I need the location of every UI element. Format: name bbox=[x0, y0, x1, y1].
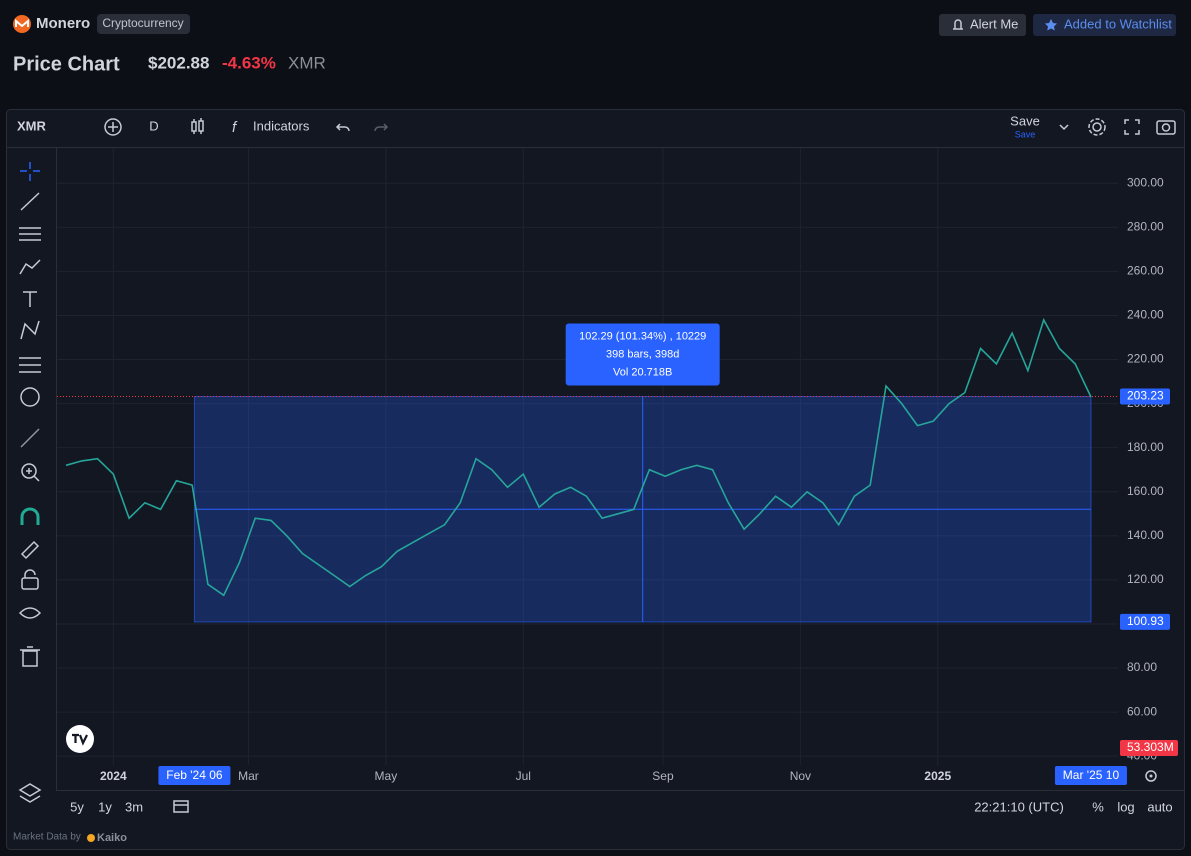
star-icon bbox=[1045, 19, 1057, 31]
x-tick-label: May bbox=[375, 769, 398, 783]
y-tick-label: 180.00 bbox=[1127, 440, 1164, 454]
y-tick-label: 300.00 bbox=[1127, 175, 1164, 189]
text-tool[interactable] bbox=[23, 291, 37, 307]
brand: Monero bbox=[36, 15, 90, 32]
indicators-button[interactable]: Indicators bbox=[253, 118, 310, 133]
delete-tool[interactable] bbox=[20, 646, 40, 667]
y-tick-label: 220.00 bbox=[1127, 352, 1164, 366]
crosshair-tool[interactable] bbox=[20, 162, 40, 181]
measure-info-bg bbox=[565, 323, 720, 386]
chart-widget bbox=[6, 109, 1185, 850]
hide-tool[interactable] bbox=[18, 607, 42, 619]
volume-label: 53.303M bbox=[1127, 740, 1174, 754]
save-menu[interactable] bbox=[1059, 124, 1069, 131]
goto-date-button[interactable] bbox=[173, 800, 189, 813]
y-tick-label: 160.00 bbox=[1127, 484, 1164, 498]
price: $202.88 bbox=[148, 53, 209, 72]
provider: Kaiko bbox=[97, 832, 127, 844]
trendline-tool[interactable] bbox=[20, 192, 40, 211]
time-axis-label: Mar '25 10 bbox=[1063, 768, 1120, 782]
alert-button-bg[interactable] bbox=[939, 14, 1026, 36]
drawing-tools[interactable] bbox=[18, 162, 42, 803]
zoom-tool[interactable] bbox=[21, 463, 40, 482]
time-axis-label-bg bbox=[158, 766, 231, 785]
ruler-tool[interactable] bbox=[20, 428, 40, 448]
lock-tool[interactable] bbox=[21, 569, 39, 590]
price-axis-label: 100.93 bbox=[1127, 614, 1164, 628]
alert-button[interactable]: Alert Me bbox=[939, 14, 1026, 36]
fib-tool[interactable] bbox=[19, 227, 41, 241]
log-toggle[interactable]: log bbox=[1117, 799, 1134, 814]
y-tick-label: 240.00 bbox=[1127, 308, 1164, 322]
price-axis-label-bg bbox=[1120, 388, 1170, 405]
interval[interactable]: D bbox=[149, 118, 158, 133]
volume-label-bg bbox=[1120, 740, 1178, 756]
fx-icon[interactable]: f bbox=[232, 119, 238, 136]
measure-info: 398 bars, 398d bbox=[606, 348, 679, 360]
bell-icon bbox=[953, 19, 963, 30]
layers-button[interactable] bbox=[18, 783, 42, 803]
plot: 40.0060.0080.00100.00120.00140.00160.001… bbox=[57, 148, 1178, 785]
watchlist-button-label[interactable]: Added to Watchlist bbox=[1064, 16, 1172, 31]
clock: 22:21:10 (UTC) bbox=[974, 799, 1064, 814]
x-tick-label: 2024 bbox=[100, 769, 127, 783]
x-tick-label: Sep bbox=[652, 769, 674, 783]
tv-logo bbox=[66, 725, 94, 753]
alert-button-label[interactable]: Alert Me bbox=[970, 16, 1018, 31]
pattern-tool[interactable] bbox=[20, 320, 40, 340]
symbol: XMR bbox=[288, 53, 326, 72]
x-tick-label: Nov bbox=[790, 769, 811, 783]
auto-toggle[interactable]: auto bbox=[1147, 799, 1172, 814]
y-tick-label: 280.00 bbox=[1127, 220, 1164, 234]
settings-button[interactable] bbox=[1088, 118, 1106, 136]
price-axis-label: 203.23 bbox=[1127, 389, 1164, 403]
y-tick-label: 140.00 bbox=[1127, 528, 1164, 542]
prediction-tool[interactable] bbox=[19, 357, 41, 373]
toolbar-symbol[interactable]: XMR bbox=[17, 118, 47, 133]
axis-settings[interactable] bbox=[1145, 770, 1157, 782]
watchlist-button-bg[interactable] bbox=[1033, 14, 1176, 36]
x-tick-label: Mar bbox=[238, 769, 259, 783]
emoji-tool[interactable] bbox=[20, 387, 40, 407]
price-axis-label-bg bbox=[1120, 613, 1170, 630]
range-button[interactable]: 1y bbox=[98, 799, 112, 814]
page-title: Price Chart bbox=[13, 53, 120, 75]
price-change: -4.63% bbox=[222, 53, 276, 72]
credit: Market Data by bbox=[13, 832, 81, 843]
undo-button[interactable] bbox=[335, 123, 350, 132]
watchlist-button[interactable]: Added to Watchlist bbox=[1033, 14, 1176, 36]
chart-type-button[interactable] bbox=[191, 118, 204, 134]
compare-button[interactable] bbox=[104, 118, 122, 136]
y-tick-label: 60.00 bbox=[1127, 704, 1157, 718]
range-button[interactable]: 3m bbox=[125, 799, 143, 814]
y-tick-label: 120.00 bbox=[1127, 572, 1164, 586]
tag: Cryptocurrency bbox=[102, 16, 183, 30]
logo bbox=[13, 15, 31, 33]
measure-info: Vol 20.718B bbox=[613, 366, 672, 378]
brush-tool[interactable] bbox=[19, 259, 41, 275]
measure-info: 102.29 (101.34%) , 10229 bbox=[579, 330, 706, 342]
y-tick-label: 260.00 bbox=[1127, 264, 1164, 278]
tv-logo-mark bbox=[72, 733, 88, 746]
logo-mark bbox=[15, 18, 29, 28]
x-tick-label: Jul bbox=[516, 769, 531, 783]
redo-button[interactable] bbox=[374, 123, 389, 132]
save-button[interactable]: Save bbox=[1010, 113, 1040, 128]
save-status: Save bbox=[1015, 129, 1036, 139]
magnet-tool[interactable] bbox=[20, 507, 40, 525]
fullscreen-button[interactable] bbox=[1124, 119, 1140, 135]
percent-toggle[interactable]: % bbox=[1092, 799, 1104, 814]
lock-draw-tool[interactable] bbox=[20, 540, 40, 560]
tag-bg bbox=[97, 14, 190, 34]
time-axis-label-bg bbox=[1054, 766, 1127, 785]
screenshot-button[interactable] bbox=[1156, 120, 1176, 135]
price-series bbox=[65, 317, 1092, 597]
x-tick-label: 2025 bbox=[924, 769, 951, 783]
range-button[interactable]: 5y bbox=[70, 799, 84, 814]
kaiko-logo bbox=[87, 834, 95, 842]
time-axis-label: Feb '24 06 bbox=[166, 768, 223, 782]
y-tick-label: 80.00 bbox=[1127, 660, 1157, 674]
